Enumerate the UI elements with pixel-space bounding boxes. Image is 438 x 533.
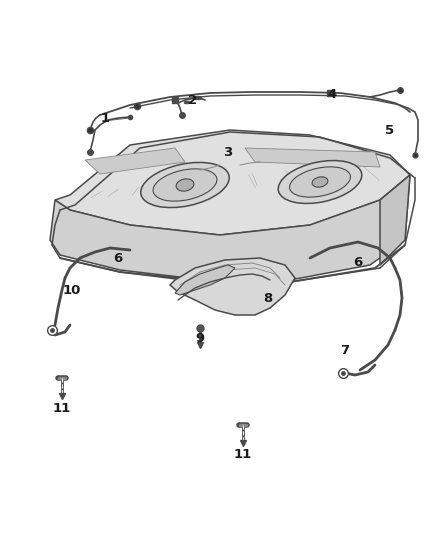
Ellipse shape (141, 163, 229, 207)
Text: 2: 2 (188, 93, 198, 107)
Polygon shape (55, 130, 410, 235)
Text: 3: 3 (223, 146, 233, 158)
Text: 11: 11 (53, 401, 71, 415)
Text: 11: 11 (234, 448, 252, 462)
Text: 4: 4 (327, 88, 337, 101)
Text: 5: 5 (385, 124, 395, 136)
Polygon shape (245, 148, 380, 167)
Text: 9: 9 (195, 332, 205, 344)
Ellipse shape (290, 167, 350, 197)
Text: 6: 6 (353, 255, 363, 269)
Text: 1: 1 (100, 111, 110, 125)
Polygon shape (175, 265, 235, 295)
Polygon shape (170, 258, 295, 315)
Text: 8: 8 (263, 292, 272, 304)
Ellipse shape (153, 169, 217, 201)
Polygon shape (380, 175, 410, 265)
Text: 10: 10 (63, 284, 81, 296)
Polygon shape (85, 148, 185, 174)
Ellipse shape (278, 160, 362, 204)
Polygon shape (50, 175, 410, 280)
Text: 6: 6 (113, 252, 123, 264)
Text: 7: 7 (340, 343, 350, 357)
Ellipse shape (312, 177, 328, 187)
Ellipse shape (176, 179, 194, 191)
